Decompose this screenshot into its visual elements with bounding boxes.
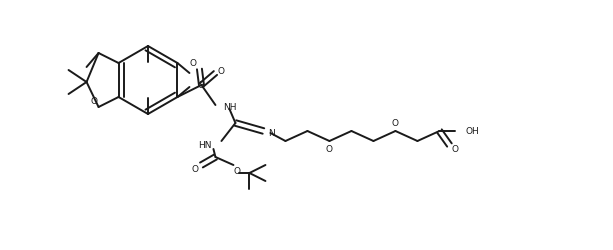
Text: O: O xyxy=(392,118,399,128)
Text: N: N xyxy=(268,128,275,138)
Text: O: O xyxy=(326,144,333,154)
Text: O: O xyxy=(192,164,199,173)
Text: NH: NH xyxy=(224,102,237,112)
Text: O: O xyxy=(90,98,97,106)
Text: O: O xyxy=(234,166,241,175)
Text: OH: OH xyxy=(465,126,479,136)
Text: S: S xyxy=(199,80,204,90)
Text: O: O xyxy=(218,66,225,76)
Text: O: O xyxy=(190,58,197,68)
Text: HN: HN xyxy=(198,140,211,149)
Text: O: O xyxy=(452,144,459,154)
